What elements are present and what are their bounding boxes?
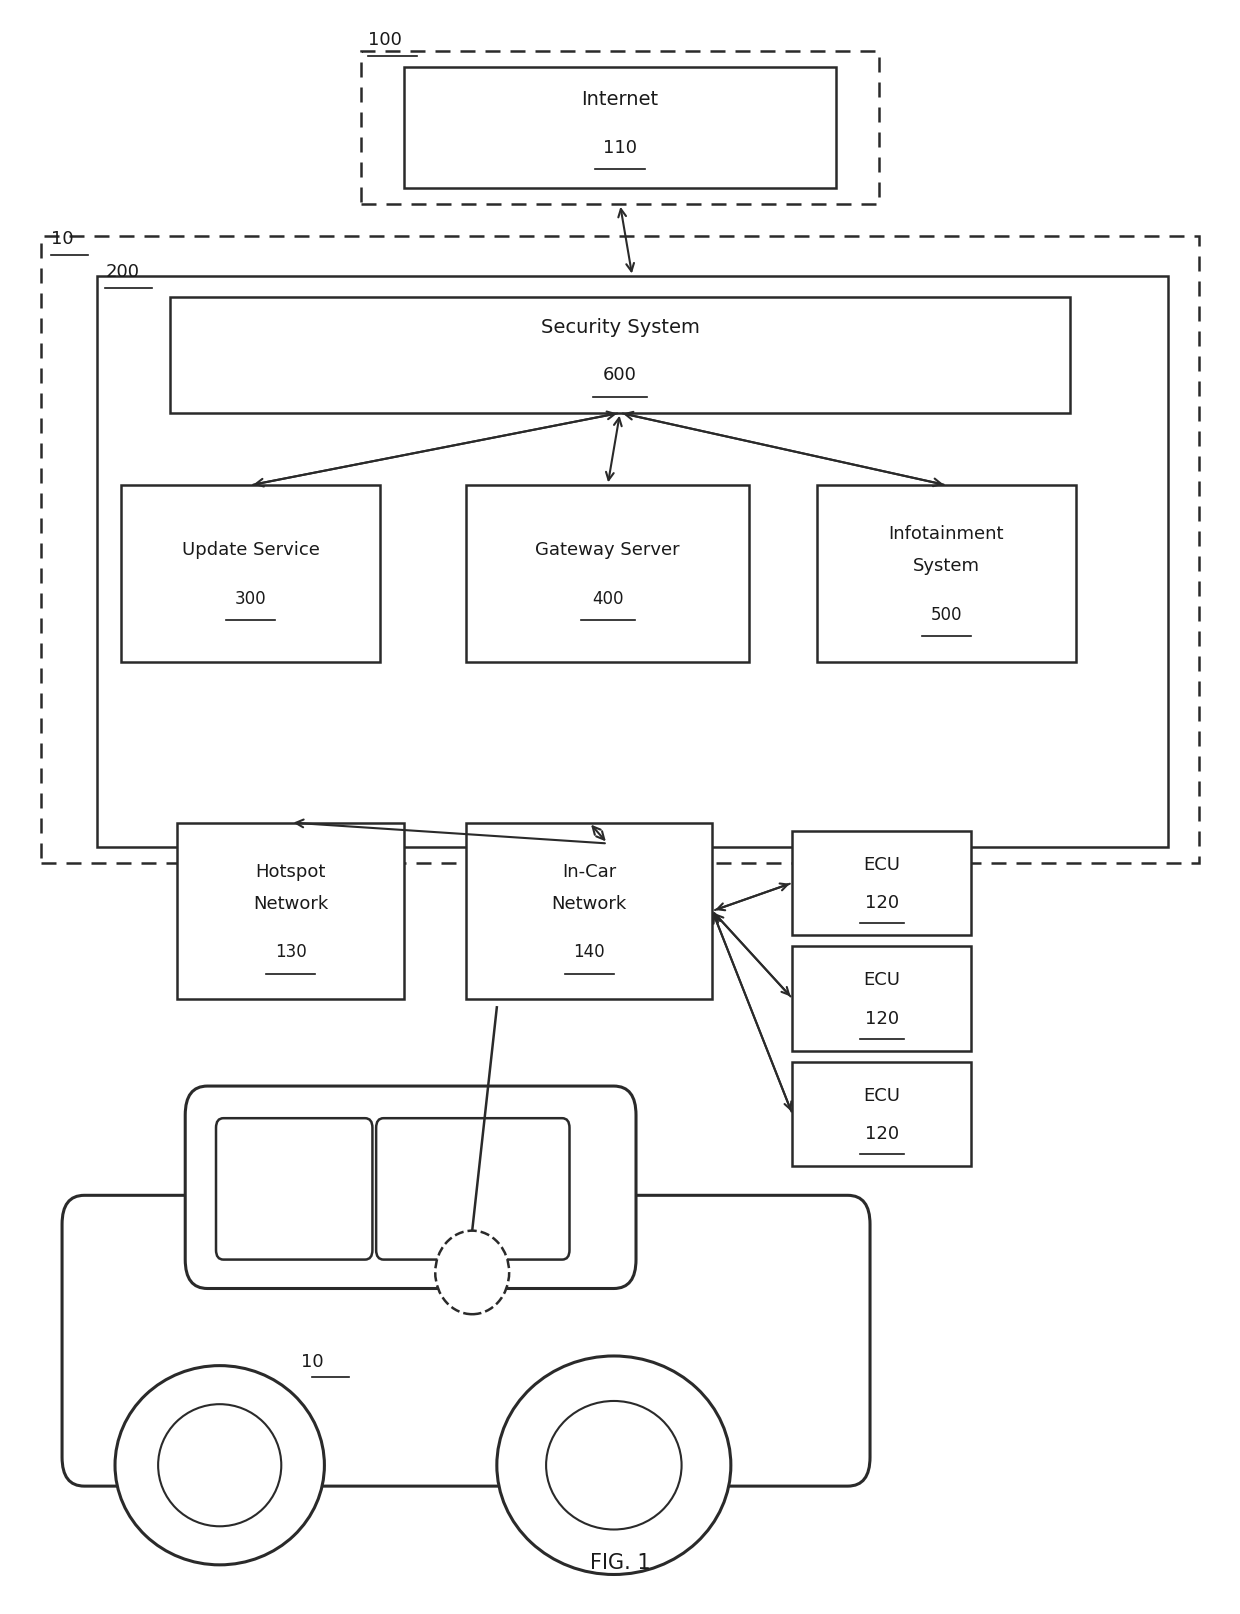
Text: 110: 110 <box>603 139 637 157</box>
Bar <box>41 237 1199 863</box>
Text: 10: 10 <box>301 1353 324 1370</box>
Text: Update Service: Update Service <box>181 541 320 558</box>
Bar <box>404 68 836 189</box>
Text: 300: 300 <box>234 589 267 607</box>
Ellipse shape <box>159 1404 281 1527</box>
Ellipse shape <box>435 1231 510 1314</box>
Bar <box>466 486 749 662</box>
Text: FIG. 1: FIG. 1 <box>590 1551 650 1572</box>
Ellipse shape <box>115 1365 325 1566</box>
Bar <box>792 1062 971 1167</box>
FancyBboxPatch shape <box>216 1119 372 1261</box>
Text: System: System <box>913 557 980 575</box>
Text: 10: 10 <box>51 231 73 249</box>
Bar <box>122 486 379 662</box>
Text: Security System: Security System <box>541 318 699 336</box>
FancyBboxPatch shape <box>376 1119 569 1261</box>
Bar <box>792 831 971 936</box>
Text: In-Car: In-Car <box>562 862 616 880</box>
Bar <box>466 823 712 999</box>
Text: Hotspot: Hotspot <box>255 862 326 880</box>
Bar <box>361 52 879 205</box>
Text: ECU: ECU <box>863 970 900 989</box>
Bar <box>97 278 1168 847</box>
Text: 500: 500 <box>931 605 962 623</box>
Bar <box>170 299 1070 413</box>
Text: Internet: Internet <box>582 90 658 110</box>
Text: ECU: ECU <box>863 1086 900 1104</box>
Text: 120: 120 <box>864 1009 899 1027</box>
Ellipse shape <box>546 1401 682 1530</box>
Bar <box>176 823 404 999</box>
FancyBboxPatch shape <box>185 1086 636 1288</box>
Text: Network: Network <box>552 894 627 912</box>
Text: Gateway Server: Gateway Server <box>536 541 680 558</box>
Text: 120: 120 <box>864 1125 899 1143</box>
FancyBboxPatch shape <box>62 1196 870 1486</box>
Text: Network: Network <box>253 894 329 912</box>
Text: ECU: ECU <box>863 855 900 873</box>
Text: 140: 140 <box>573 943 605 960</box>
Text: 200: 200 <box>105 263 139 281</box>
Text: 120: 120 <box>864 894 899 912</box>
Text: 600: 600 <box>603 366 637 384</box>
Ellipse shape <box>497 1356 730 1575</box>
Text: 130: 130 <box>274 943 306 960</box>
Bar <box>792 947 971 1051</box>
Bar <box>817 486 1076 662</box>
Text: 100: 100 <box>367 31 402 48</box>
Text: 400: 400 <box>591 589 624 607</box>
Text: Infotainment: Infotainment <box>889 525 1004 542</box>
